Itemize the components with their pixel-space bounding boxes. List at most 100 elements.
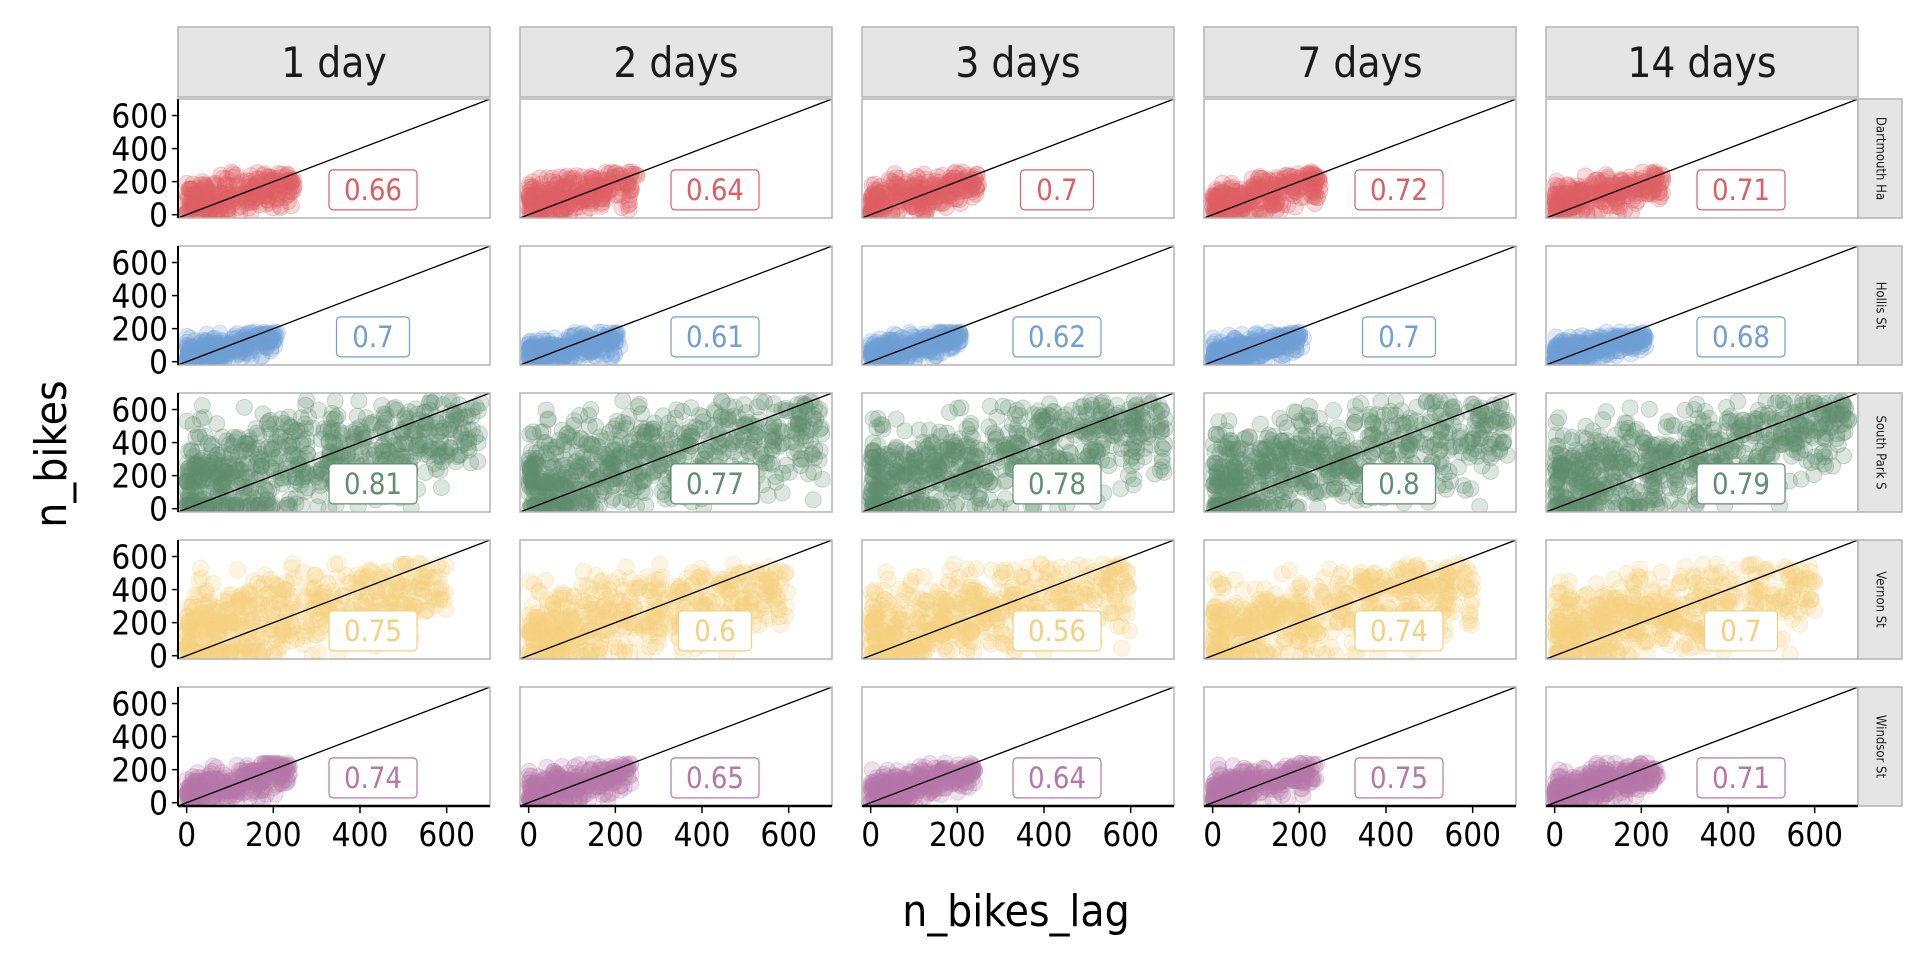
data-point xyxy=(255,166,272,184)
data-point xyxy=(543,196,561,214)
data-point xyxy=(1246,336,1263,354)
data-point xyxy=(532,175,550,193)
data-point xyxy=(223,190,241,208)
data-point xyxy=(252,337,270,355)
data-point xyxy=(183,189,201,207)
data-point xyxy=(813,470,831,488)
data-point xyxy=(1253,170,1271,187)
data-point xyxy=(930,173,948,191)
data-point xyxy=(1230,351,1248,365)
data-point xyxy=(1641,184,1659,202)
data-point xyxy=(888,184,906,201)
data-point xyxy=(265,331,283,349)
data-point xyxy=(577,183,595,200)
data-point xyxy=(266,331,284,349)
data-point xyxy=(884,335,902,353)
data-point xyxy=(864,341,882,359)
data-point xyxy=(204,175,222,193)
data-point xyxy=(1238,341,1255,359)
data-point xyxy=(1569,180,1587,198)
data-point xyxy=(179,351,197,365)
data-point xyxy=(1547,205,1564,218)
data-point xyxy=(933,324,951,342)
data-point xyxy=(1287,341,1305,359)
data-point xyxy=(877,189,895,207)
data-point xyxy=(1226,337,1244,355)
data-point xyxy=(1216,184,1234,202)
data-point xyxy=(1267,340,1285,358)
data-point xyxy=(873,350,891,365)
data-point xyxy=(866,339,884,357)
data-point xyxy=(1297,172,1315,190)
data-point xyxy=(257,175,275,193)
data-point xyxy=(229,199,247,217)
data-point xyxy=(219,176,237,194)
data-point xyxy=(1556,192,1574,210)
data-point xyxy=(568,194,586,212)
data-point xyxy=(523,339,541,356)
data-point xyxy=(532,188,549,206)
data-point xyxy=(540,184,558,202)
data-point xyxy=(1215,190,1233,208)
data-point xyxy=(1650,183,1668,201)
data-point xyxy=(905,183,923,200)
data-point xyxy=(264,333,282,351)
identity-line xyxy=(862,246,1174,365)
data-point xyxy=(634,472,652,490)
data-point xyxy=(222,185,240,202)
data-point xyxy=(580,189,598,207)
data-point xyxy=(605,344,623,361)
data-point xyxy=(1592,183,1610,201)
data-point xyxy=(942,323,960,341)
data-point xyxy=(964,176,982,193)
data-point xyxy=(916,328,934,345)
data-point xyxy=(609,173,627,191)
data-point xyxy=(539,332,557,350)
data-point xyxy=(863,475,881,493)
data-point xyxy=(603,331,621,349)
data-point xyxy=(1306,176,1324,194)
data-point xyxy=(1600,186,1618,204)
data-point xyxy=(897,175,914,193)
data-point xyxy=(1546,185,1564,203)
data-point xyxy=(1282,167,1300,185)
data-point xyxy=(584,342,602,360)
data-point xyxy=(942,324,960,342)
data-point xyxy=(524,173,542,191)
data-point xyxy=(887,169,905,187)
data-point xyxy=(970,176,988,194)
data-point xyxy=(593,193,610,211)
data-point xyxy=(915,165,933,183)
data-point xyxy=(609,186,627,204)
data-point xyxy=(902,338,920,356)
data-point xyxy=(184,175,202,193)
data-point xyxy=(905,351,923,365)
data-point xyxy=(948,190,965,208)
data-point xyxy=(926,324,944,342)
data-point xyxy=(1562,199,1580,217)
data-point xyxy=(1297,171,1315,189)
data-point xyxy=(1219,346,1237,364)
data-point xyxy=(562,348,580,365)
data-point xyxy=(1553,332,1571,350)
data-point xyxy=(1242,350,1260,365)
data-point xyxy=(218,170,236,188)
data-point xyxy=(871,338,889,356)
data-point xyxy=(1270,338,1288,356)
identity-line xyxy=(520,99,832,218)
data-point xyxy=(1218,336,1236,353)
data-point xyxy=(1653,184,1671,202)
data-point xyxy=(881,179,899,197)
data-point xyxy=(206,337,224,355)
data-point xyxy=(581,199,599,217)
data-point xyxy=(1550,190,1568,208)
data-point xyxy=(1252,345,1270,363)
data-point xyxy=(196,175,213,193)
data-point xyxy=(909,199,927,217)
data-point xyxy=(1547,177,1564,194)
data-point xyxy=(1236,339,1254,357)
data-point xyxy=(952,325,969,343)
data-point xyxy=(521,178,539,196)
data-point xyxy=(210,177,227,195)
data-point xyxy=(1597,166,1615,184)
